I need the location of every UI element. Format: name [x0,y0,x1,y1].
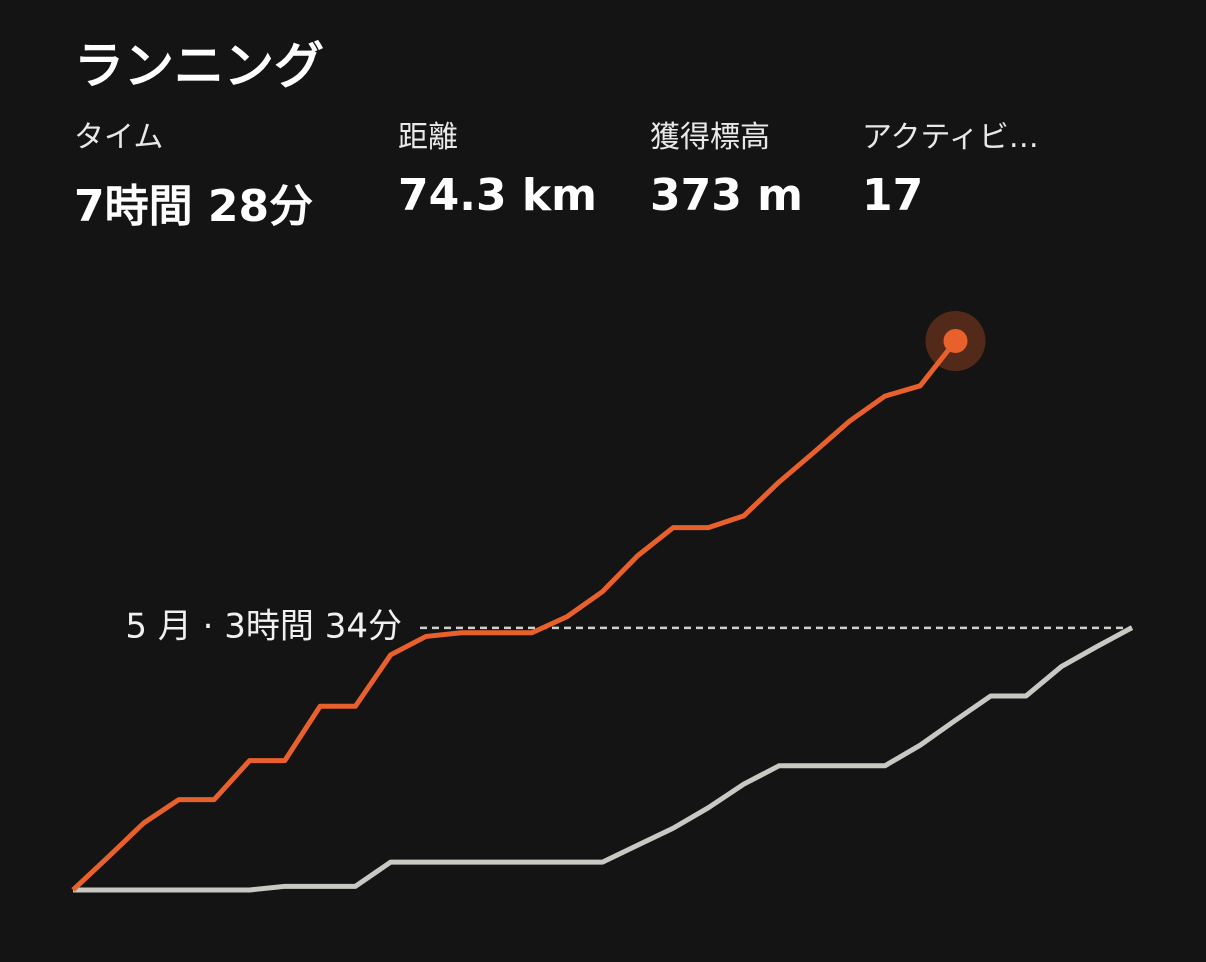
stat-value: 7時間 28分 [74,181,314,232]
stat: 距離 74.3 km [398,112,597,221]
end-dot [943,329,968,353]
stat-value: 373 m [650,170,804,221]
stat-label: アクティビ… [862,120,1039,155]
stat: アクティビ… 17 [862,112,1039,221]
reference-label: 5 月 · 3時間 34分 [125,606,402,646]
stat: タイム 7時間 28分 [74,112,313,234]
stat-label: タイム [74,120,164,155]
stat: 獲得標高 373 m [650,112,803,221]
stat-label: 距離 [398,120,458,155]
stat-label: 獲得標高 [650,120,770,155]
title: ランニング [74,37,324,95]
stat-value: 74.3 km [398,170,597,221]
stat-value: 17 [862,170,924,221]
series-line [73,625,1134,893]
series-line [71,339,958,892]
